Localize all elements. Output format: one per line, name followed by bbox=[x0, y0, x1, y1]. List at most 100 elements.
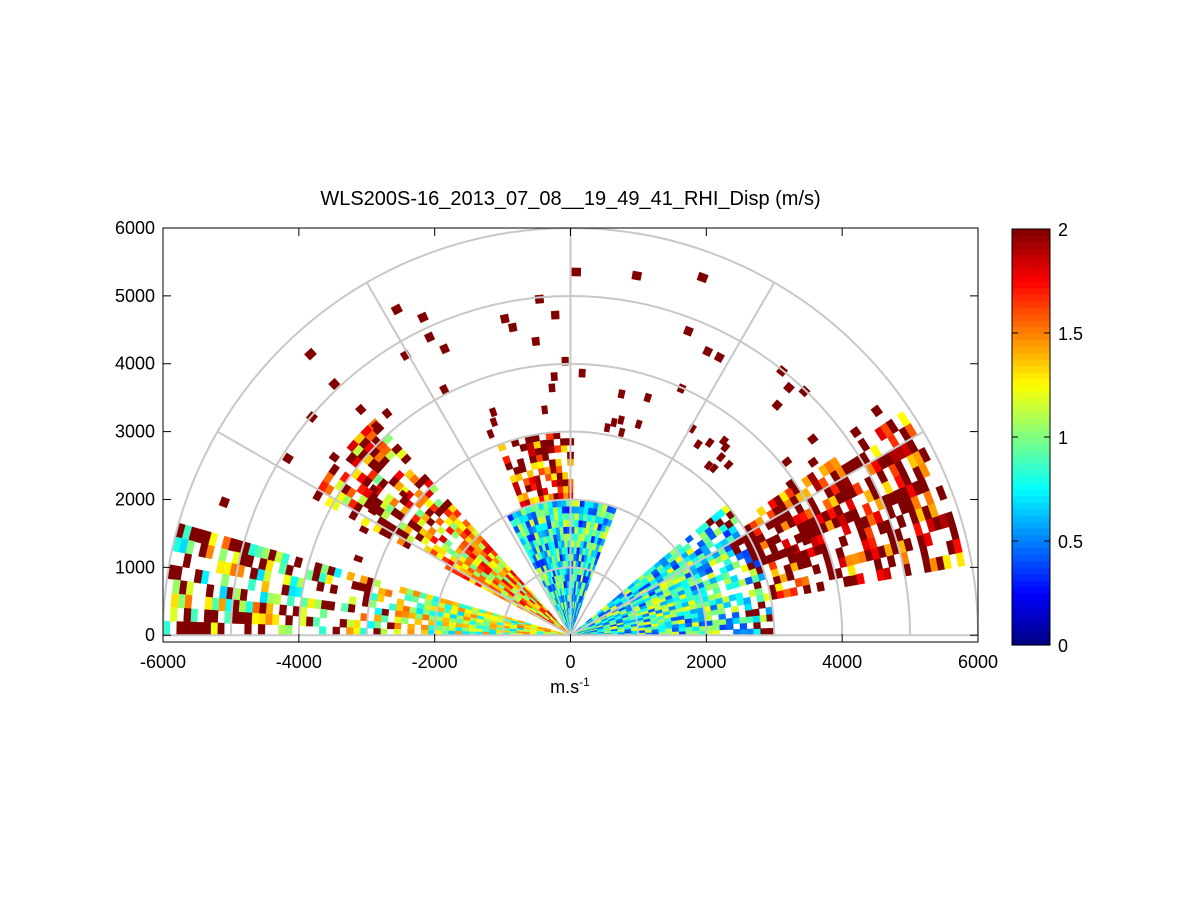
scan-cell bbox=[935, 484, 948, 501]
scan-cell bbox=[573, 533, 578, 541]
scan-cell bbox=[885, 418, 900, 435]
colorbar-segment bbox=[1012, 619, 1050, 627]
scan-cell bbox=[573, 546, 577, 555]
scan-cell bbox=[210, 622, 218, 636]
scan-cell bbox=[346, 439, 359, 453]
scan-cell bbox=[802, 584, 812, 595]
scan-cell bbox=[719, 624, 727, 631]
scan-cell bbox=[237, 611, 246, 625]
isolated-cell bbox=[358, 525, 370, 535]
isolated-cell bbox=[807, 456, 819, 468]
colorbar-segment bbox=[1012, 567, 1050, 575]
scan-cell bbox=[163, 620, 171, 636]
colorbar-segment bbox=[1012, 612, 1050, 620]
scan-cell bbox=[420, 624, 429, 631]
colorbar-segment bbox=[1012, 482, 1050, 490]
isolated-cell bbox=[682, 325, 694, 337]
scan-cell bbox=[562, 478, 569, 487]
y-tick-label: 2000 bbox=[115, 489, 155, 509]
scan-cell bbox=[346, 619, 354, 628]
scan-cell bbox=[319, 608, 328, 619]
isolated-cell bbox=[610, 417, 618, 428]
scan-cell bbox=[286, 595, 295, 607]
scan-cell bbox=[861, 502, 874, 516]
scan-cell bbox=[245, 600, 254, 614]
scan-cell bbox=[339, 618, 348, 628]
scan-cell bbox=[373, 614, 382, 623]
colorbar-segment bbox=[1012, 430, 1050, 438]
colorbar-segment bbox=[1012, 456, 1050, 464]
isolated-cell bbox=[439, 343, 450, 355]
scan-cell bbox=[401, 611, 410, 619]
colorbar-segment bbox=[1012, 307, 1050, 315]
scan-cell bbox=[816, 581, 825, 592]
isolated-cell bbox=[486, 428, 495, 439]
x-tick-label: -4000 bbox=[276, 652, 322, 672]
scan-cell bbox=[903, 537, 914, 552]
scan-cell bbox=[671, 627, 680, 632]
isolated-cell bbox=[367, 506, 379, 516]
x-tick-label: 6000 bbox=[958, 652, 998, 672]
isolated-cell bbox=[370, 420, 382, 432]
scan-cell bbox=[347, 603, 356, 613]
scan-cell bbox=[220, 573, 230, 588]
isolated-cell bbox=[398, 489, 409, 500]
scan-cell bbox=[544, 473, 552, 482]
scan-cell bbox=[448, 622, 456, 628]
scan-cell bbox=[278, 624, 286, 636]
scan-cell bbox=[578, 506, 585, 514]
scan-cell bbox=[468, 627, 476, 633]
scan-cell bbox=[896, 411, 911, 427]
isolated-cell bbox=[708, 463, 719, 474]
scan-cell bbox=[205, 583, 215, 598]
scan-cell bbox=[346, 627, 354, 636]
scan-cell bbox=[259, 591, 269, 604]
left-mid-sector bbox=[312, 418, 571, 636]
scan-cell bbox=[278, 604, 288, 616]
isolated-cell bbox=[488, 407, 498, 418]
scan-cell bbox=[251, 601, 261, 614]
colorbar-segment bbox=[1012, 586, 1050, 594]
colorbar-segment bbox=[1012, 599, 1050, 607]
scan-cell bbox=[751, 608, 760, 617]
scan-cell bbox=[217, 622, 225, 636]
colorbar-segment bbox=[1012, 606, 1050, 614]
colorbar-segment bbox=[1012, 476, 1050, 484]
grid-spoke bbox=[365, 282, 572, 636]
isolated-cell bbox=[713, 351, 725, 364]
scan-cell bbox=[712, 619, 720, 626]
scan-cell bbox=[395, 604, 404, 612]
colorbar-segment bbox=[1012, 333, 1050, 341]
y-tick-label: 6000 bbox=[115, 218, 155, 238]
x-tick-label: -6000 bbox=[140, 652, 186, 672]
isolated-cell bbox=[782, 381, 795, 394]
isolated-cell bbox=[617, 427, 626, 438]
scan-cell bbox=[789, 586, 799, 597]
scan-cell bbox=[574, 519, 579, 528]
colorbar-segment bbox=[1012, 391, 1050, 399]
colorbar-tick-label: 0.5 bbox=[1058, 532, 1083, 552]
y-tick-label: 0 bbox=[145, 625, 155, 645]
isolated-cell bbox=[781, 456, 793, 468]
scan-cell bbox=[373, 628, 381, 636]
scan-cell bbox=[434, 516, 445, 527]
scan-cell bbox=[886, 554, 897, 568]
isolated-cell bbox=[499, 313, 510, 324]
colorbar-segment bbox=[1012, 268, 1050, 276]
scan-cell bbox=[388, 603, 397, 611]
isolated-cell bbox=[696, 271, 709, 284]
colorbar-segment bbox=[1012, 593, 1050, 601]
colorbar-segment bbox=[1012, 437, 1050, 445]
colorbar-segment bbox=[1012, 261, 1050, 269]
colorbar-segment bbox=[1012, 229, 1050, 237]
scan-cell bbox=[516, 457, 526, 467]
scan-cell bbox=[857, 437, 871, 453]
scan-cell bbox=[536, 488, 544, 497]
colorbar-segment bbox=[1012, 339, 1050, 347]
isolated-cell bbox=[371, 435, 383, 447]
colorbar-segment bbox=[1012, 573, 1050, 581]
scan-cell bbox=[578, 513, 584, 521]
central-upper-sector bbox=[497, 431, 575, 509]
grid-spoke bbox=[569, 282, 776, 636]
